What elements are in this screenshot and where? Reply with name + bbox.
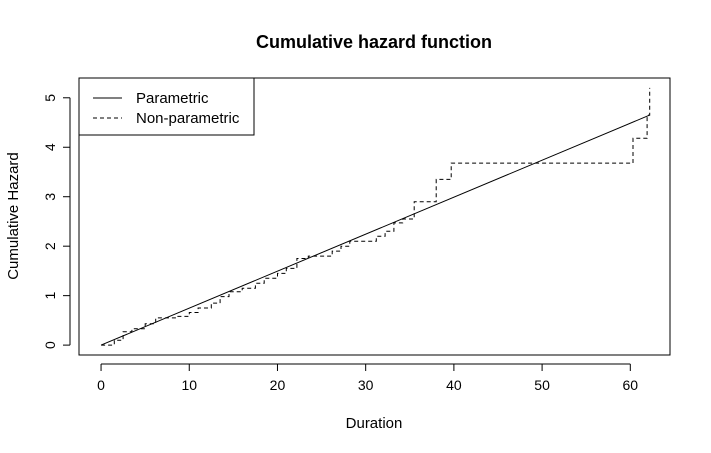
plot-frame: [78, 77, 671, 356]
y-axis-label: Cumulative Hazard: [5, 152, 22, 280]
x-tick-label: 0: [97, 377, 105, 393]
y-tick-label: 2: [42, 242, 58, 250]
x-tick-label: 50: [534, 377, 550, 393]
legend-label-non-parametric: Non-parametric: [136, 110, 240, 127]
x-tick-label: 20: [270, 377, 286, 393]
y-tick-label: 1: [42, 292, 58, 300]
x-axis-label: Duration: [346, 415, 403, 432]
y-tick-label: 4: [42, 143, 58, 151]
y-axis: 0 1 2 3 4 5: [42, 94, 71, 349]
x-tick-label: 10: [181, 377, 197, 393]
series-line-non-parametric: [101, 87, 651, 346]
chart-title: Cumulative hazard function: [256, 32, 492, 52]
y-tick-label: 0: [42, 341, 58, 349]
x-axis: 0 10 20 30 40 50 60: [97, 363, 639, 393]
series-layer: [100, 87, 651, 346]
y-tick-label: 3: [42, 193, 58, 201]
legend-box: [78, 77, 255, 136]
legend: Parametric Non-parametric: [78, 77, 255, 136]
x-tick-label: 30: [358, 377, 374, 393]
series-line-parametric: [100, 114, 650, 346]
x-tick-label: 40: [446, 377, 462, 393]
y-tick-label: 5: [42, 94, 58, 102]
legend-label-parametric: Parametric: [136, 90, 209, 107]
x-tick-label: 60: [623, 377, 639, 393]
